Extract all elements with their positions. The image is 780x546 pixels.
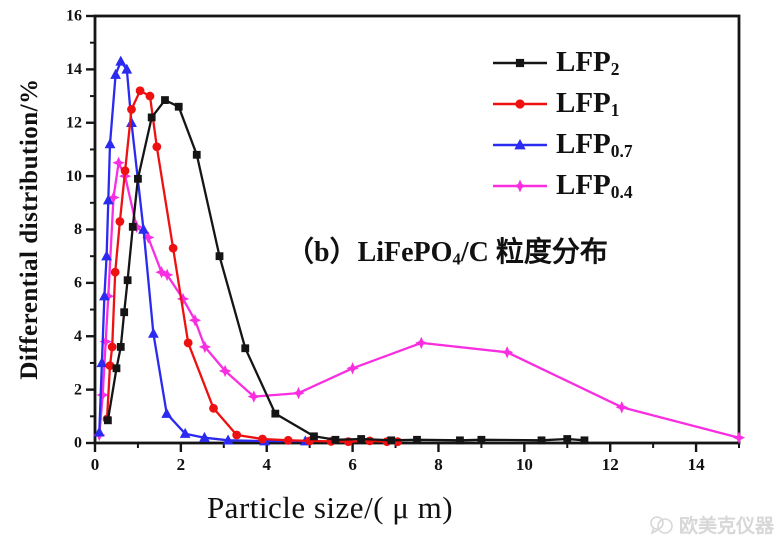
subplot-title-annotation: （b）LiFePO4/C 粒度分布: [286, 237, 608, 269]
legend-swatch-red-circle-icon: [492, 94, 548, 114]
legend-swatch-blue-triangle-icon: [492, 135, 548, 155]
svg-text:0: 0: [91, 455, 100, 474]
y-axis-label: Differential distribution/%: [16, 78, 43, 380]
legend-item-lfp2: LFP2: [492, 42, 633, 83]
series-LFP2: [103, 96, 589, 445]
x-axis-label: Particle size/( μ m): [206, 490, 454, 525]
svg-text:2: 2: [177, 455, 186, 474]
svg-text:0: 0: [74, 435, 82, 452]
series-LFP0.4: [93, 156, 746, 444]
svg-text:10: 10: [66, 168, 82, 185]
svg-text:16: 16: [66, 8, 82, 25]
legend-item-lfp1: LFP1: [492, 83, 633, 124]
watermark-text: 欧美克仪器: [678, 516, 774, 537]
svg-text:14: 14: [66, 61, 82, 78]
legend-label: LFP0.4: [556, 168, 633, 202]
legend-item-lfp0-7: LFP0.7: [492, 124, 633, 165]
legend-swatch-black-square-icon: [492, 53, 548, 73]
legend-label: LFP1: [556, 86, 620, 120]
watermark: 欧美克仪器: [649, 511, 774, 538]
svg-text:12: 12: [602, 455, 619, 474]
legend: LFP2 LFP1 LFP0.7 LFP0.4: [492, 42, 633, 206]
svg-text:8: 8: [74, 221, 82, 238]
svg-text:6: 6: [74, 275, 82, 292]
svg-text:10: 10: [516, 455, 533, 474]
svg-text:4: 4: [262, 455, 271, 474]
legend-label: LFP0.7: [556, 127, 633, 161]
svg-text:14: 14: [688, 455, 706, 474]
legend-label: LFP2: [556, 45, 620, 79]
svg-text:2: 2: [74, 381, 82, 398]
legend-item-lfp0-4: LFP0.4: [492, 165, 633, 206]
speech-bubbles-logo-icon: [650, 515, 673, 535]
svg-text:4: 4: [74, 328, 82, 345]
svg-text:12: 12: [66, 114, 82, 131]
svg-text:8: 8: [434, 455, 443, 474]
svg-text:6: 6: [348, 455, 357, 474]
legend-swatch-magenta-star-icon: [492, 176, 548, 196]
series-LFP0.7: [93, 55, 311, 446]
